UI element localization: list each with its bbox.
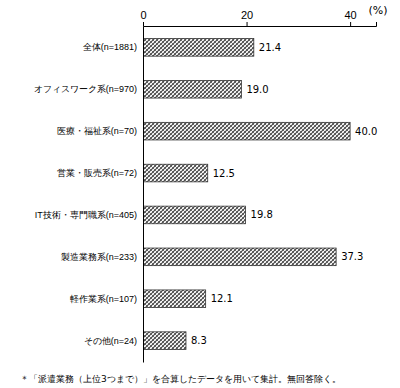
data-label: 12.1 (211, 293, 233, 304)
x-tick: 20 (241, 9, 253, 26)
y-tick: 全体(n=1881) (83, 42, 143, 52)
data-label: 12.5 (213, 168, 235, 179)
y-axis-line (143, 27, 144, 363)
y-tick: 軽作業系(n=107) (70, 294, 143, 304)
x-tick: 40 (344, 9, 356, 26)
data-label: 8.3 (191, 335, 207, 346)
category-label: オフィスワーク系(n=970) (34, 84, 137, 94)
bar (143, 164, 208, 182)
y-tick: 製造業務系(n=233) (61, 252, 143, 262)
bar (143, 332, 186, 350)
x-tick-mark (143, 22, 144, 26)
x-tick-mark (247, 22, 248, 26)
category-label: 医療・福祉系(n=70) (57, 126, 137, 136)
data-label: 21.4 (259, 42, 281, 53)
y-tick: オフィスワーク系(n=970) (34, 84, 143, 94)
x-tick-label: 20 (241, 9, 253, 21)
data-label: 40.0 (355, 126, 377, 137)
bar (143, 80, 241, 98)
bar (143, 122, 350, 140)
x-tick-label: 0 (140, 9, 146, 21)
y-axis: 全体(n=1881) オフィスワーク系(n=970) 医療・福祉系(n=70) 営業・… (34, 27, 144, 363)
category-label: 製造業務系(n=233) (61, 252, 137, 262)
category-label: 軽作業系(n=107) (70, 294, 137, 304)
y-tick: 医療・福祉系(n=70) (57, 126, 143, 136)
x-axis-line (144, 22, 377, 27)
y-tick: その他(n=24) (84, 336, 143, 346)
bars (143, 39, 350, 350)
data-labels: 21.4 19.0 40.0 12.5 19.8 37.3 12.1 8.3 (191, 42, 377, 346)
data-label: 37.3 (341, 251, 363, 262)
category-label: 営業・販売系(n=72) (57, 168, 137, 178)
bar (143, 39, 254, 57)
x-tick-label: 40 (344, 9, 356, 21)
bar (143, 206, 246, 224)
x-axis: 0 20 40 (140, 9, 376, 27)
bar (143, 248, 336, 266)
y-tick: IT技術・専門職系(n=405) (35, 210, 143, 220)
data-label: 19.0 (246, 84, 268, 95)
x-tick-mark (350, 22, 351, 26)
plot: 0 20 40 全体(n=1881) オフィスワーク系(n=970) 医療・福祉系(n=7… (34, 9, 378, 363)
chart: 0 20 40 全体(n=1881) オフィスワーク系(n=970) 医療・福祉系(n=7… (0, 0, 400, 388)
category-label: その他(n=24) (84, 336, 137, 346)
data-label: 19.8 (251, 209, 273, 220)
y-tick: 営業・販売系(n=72) (57, 168, 143, 178)
x-tick: 0 (140, 9, 146, 26)
footnote: ＊「派遣業務（上位3つまで）」を合算したデータを用いて集計。無回答除く。 (20, 374, 341, 384)
bar (143, 290, 206, 308)
category-label: 全体(n=1881) (83, 42, 137, 52)
x-axis-label: (%) (368, 4, 387, 17)
category-label: IT技術・専門職系(n=405) (35, 210, 137, 220)
